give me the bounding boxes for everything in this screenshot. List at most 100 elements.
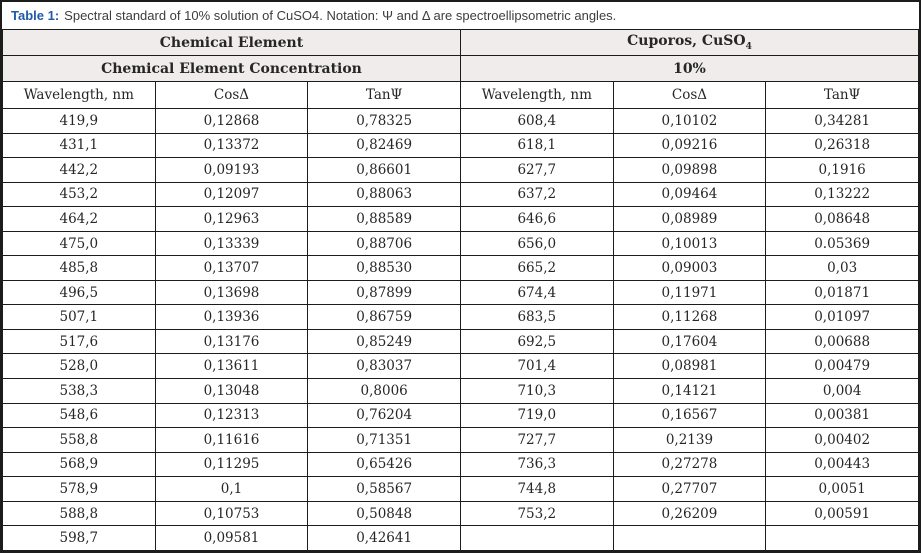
table-cell: 419,9 [2,108,156,134]
table-body: 419,9 0,12868 0,78325 608,4 0,10102 0,34281 43… [2,108,919,551]
table-cell: 0,00479 [765,353,919,380]
column-header-cosdelta-right: CosΔ [612,81,767,109]
table-cell: 0,2139 [612,427,767,453]
column-header-wavelength-right: Wavelength, nm [459,81,614,109]
table-cell: 0,14121 [612,378,767,404]
table-cell [459,525,614,551]
group-header-chemical-element: Chemical Element [2,29,461,56]
table-cell: 719,0 [459,402,614,429]
table-row: 548,6 0,12313 0,76204 719,0 0,16567 0,00381 [2,402,919,429]
table-cell: 517,6 [2,328,156,355]
table-row: 453,2 0,12097 0,88063 637,2 0,09464 0,13222 [2,181,919,208]
table-cell: 646,6 [459,206,614,232]
table-cell: 538,3 [2,378,156,404]
table-cell: 0,13707 [154,255,309,281]
table-cell: 0,8006 [307,378,461,404]
table-cell: 0,12963 [154,206,309,232]
table-cell: 0,00381 [765,402,919,429]
table-cell: 0,09216 [612,132,767,159]
table-cell: 0,82469 [307,132,461,159]
table-cell: 0,12868 [154,108,309,134]
table-cell: 0,00591 [765,500,919,527]
table-cell: 608,4 [459,108,614,134]
table-cell: 0,00443 [765,451,919,478]
table-cell: 683,5 [459,304,614,330]
table-cell: 0,11971 [612,279,767,306]
table-cell: 475,0 [2,230,156,257]
table-cell: 568,9 [2,451,156,478]
column-header-tanpsi-right: TanΨ [765,81,919,109]
table-cell: 0,88589 [307,206,461,232]
table-cell: 744,8 [459,476,614,502]
table-cell: 0,83037 [307,353,461,380]
table-cell: 0,09003 [612,255,767,281]
table-cell: 507,1 [2,304,156,330]
table-cell: 0,76204 [307,402,461,429]
table-cell [612,525,767,551]
table-cell: 0,42641 [307,525,461,551]
table-cell: 558,8 [2,427,156,453]
table-row: 528,0 0,13611 0,83037 701,4 0,08981 0,00479 [2,353,919,380]
table-cell: 0,0051 [765,476,919,502]
table-cell: 496,5 [2,279,156,306]
table-cell: 431,1 [2,132,156,159]
table-row: 496,5 0,13698 0,87899 674,4 0,11971 0,01871 [2,279,919,306]
concentration-value: 10% [459,55,919,82]
table-cell: 0,26318 [765,132,919,159]
table-cell: 0,11268 [612,304,767,330]
table-row: 475,0 0,13339 0,88706 656,0 0,10013 0.05369 [2,230,919,257]
table-cell: 0,27707 [612,476,767,502]
table-cell: 0,87899 [307,279,461,306]
table-row: 464,2 0,12963 0,88589 646,6 0,08989 0,08648 [2,206,919,232]
table-cell: 0,13372 [154,132,309,159]
table-cell: 0,13176 [154,328,309,355]
table-cell: 0,13048 [154,378,309,404]
table-cell: 0,88706 [307,230,461,257]
table-cell: 0,58567 [307,476,461,502]
table-cell: 0,86601 [307,157,461,183]
table-row: 431,1 0,13372 0,82469 618,1 0,09216 0,26318 [2,132,919,159]
table-cell: 578,9 [2,476,156,502]
table-cell: 0,17604 [612,328,767,355]
table-cell: 0,09898 [612,157,767,183]
table-cell: 0,71351 [307,427,461,453]
table-cell: 453,2 [2,181,156,208]
table-cell: 588,8 [2,500,156,527]
table-cell: 665,2 [459,255,614,281]
table-cell: 0,11616 [154,427,309,453]
table-cell: 0,86759 [307,304,461,330]
table-cell: 0,13611 [154,353,309,380]
table-cell: 0,09581 [154,525,309,551]
concentration-row: Chemical Element Concentration 10% [2,55,919,82]
table-cell: 736,3 [459,451,614,478]
table-cell: 0,01871 [765,279,919,306]
table-cell: 442,2 [2,157,156,183]
table-row: 588,8 0,10753 0,50848 753,2 0,26209 0,00591 [2,500,919,527]
table-cell: 0,16567 [612,402,767,429]
table-row: 568,9 0,11295 0,65426 736,3 0,27278 0,00443 [2,451,919,478]
table-caption: Table 1: Spectral standard of 10% soluti… [2,2,919,29]
table-cell: 0,85249 [307,328,461,355]
table-cell: 637,2 [459,181,614,208]
table-cell: 618,1 [459,132,614,159]
table-cell: 0,78325 [307,108,461,134]
table-cell: 627,7 [459,157,614,183]
table-cell: 656,0 [459,230,614,257]
table-cell: 598,7 [2,525,156,551]
cuso4-subscript: 4 [745,41,752,52]
table-cell: 0,09464 [612,181,767,208]
group-header-row: Chemical Element Cuporos, CuSO4 [2,29,919,56]
table-cell: 0,27278 [612,451,767,478]
column-header-tanpsi-left: TanΨ [307,81,461,109]
table-cell: 0,03 [765,255,919,281]
table-cell: 0,13936 [154,304,309,330]
table-cell: 0,1916 [765,157,919,183]
table-caption-text: Spectral standard of 10% solution of CuS… [64,8,617,23]
table-cell: 0,10013 [612,230,767,257]
table-row: 558,8 0,11616 0,71351 727,7 0,2139 0,00402 [2,427,919,453]
column-header-wavelength-left: Wavelength, nm [2,81,156,109]
table-cell [765,525,919,551]
table-row: 517,6 0,13176 0,85249 692,5 0,17604 0,00688 [2,328,919,355]
table-cell: 548,6 [2,402,156,429]
